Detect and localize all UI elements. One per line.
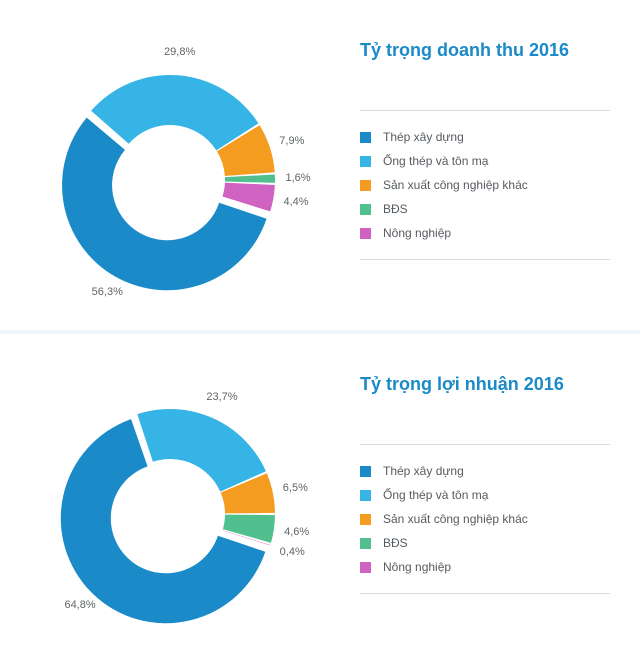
legend-swatch bbox=[360, 132, 371, 143]
legend-swatch bbox=[360, 180, 371, 191]
legend-item: Sản xuất công nghiệp khác bbox=[360, 507, 610, 531]
legend-item: Ống thép và tôn mạ bbox=[360, 483, 610, 507]
slice-label: 4,4% bbox=[283, 196, 308, 208]
donut-slice bbox=[91, 75, 258, 150]
slice-label: 6,5% bbox=[283, 482, 308, 494]
legend-label: Thép xây dựng bbox=[383, 131, 464, 143]
legend: Thép xây dựng Ống thép và tôn mạ Sản xuất … bbox=[360, 444, 610, 594]
legend-item: Ống thép và tôn mạ bbox=[360, 149, 610, 173]
legend-swatch bbox=[360, 562, 371, 573]
donut-chart: 64,8% 23,7% 6,5% 4,6% 0,4% bbox=[0, 334, 340, 664]
chart-info: Tỷ trọng lợi nhuận 2016 Thép xây dựng Ống … bbox=[360, 334, 620, 664]
legend-item: Nông nghiệp bbox=[360, 221, 610, 245]
chart-panel: 56,3% 29,8% 7,9% 1,6% 4,4% Tỷ trọng doanh thu… bbox=[0, 0, 640, 330]
legend-label: BĐS bbox=[383, 203, 408, 215]
legend-label: Ống thép và tôn mạ bbox=[383, 489, 488, 501]
slice-label: 7,9% bbox=[279, 135, 304, 147]
donut-chart: 56,3% 29,8% 7,9% 1,6% 4,4% bbox=[0, 0, 340, 330]
slice-label: 1,6% bbox=[285, 172, 310, 184]
donut-slice bbox=[225, 175, 275, 183]
legend-item: Nông nghiệp bbox=[360, 555, 610, 579]
legend-swatch bbox=[360, 204, 371, 215]
legend-item: BĐS bbox=[360, 531, 610, 555]
chart-title: Tỷ trọng doanh thu 2016 bbox=[360, 40, 569, 61]
legend-label: Nông nghiệp bbox=[383, 561, 451, 573]
slice-label: 4,6% bbox=[284, 526, 309, 538]
legend: Thép xây dựng Ống thép và tôn mạ Sản xuất … bbox=[360, 110, 610, 260]
legend-swatch bbox=[360, 466, 371, 477]
legend-swatch bbox=[360, 490, 371, 501]
legend-label: BĐS bbox=[383, 537, 408, 549]
donut-slice bbox=[137, 409, 266, 492]
legend-swatch bbox=[360, 514, 371, 525]
slice-label: 56,3% bbox=[92, 286, 123, 298]
legend-label: Ống thép và tôn mạ bbox=[383, 155, 488, 167]
chart-info: Tỷ trọng doanh thu 2016 Thép xây dựng Ống … bbox=[360, 0, 620, 330]
legend-label: Sản xuất công nghiệp khác bbox=[383, 179, 528, 191]
chart-title: Tỷ trọng lợi nhuận 2016 bbox=[360, 374, 564, 395]
legend-item: Sản xuất công nghiệp khác bbox=[360, 173, 610, 197]
legend-swatch bbox=[360, 538, 371, 549]
legend-item: Thép xây dựng bbox=[360, 125, 610, 149]
legend-item: BĐS bbox=[360, 197, 610, 221]
legend-swatch bbox=[360, 156, 371, 167]
legend-label: Sản xuất công nghiệp khác bbox=[383, 513, 528, 525]
slice-label: 29,8% bbox=[164, 46, 195, 58]
slice-label: 0,4% bbox=[280, 546, 305, 558]
legend-label: Thép xây dựng bbox=[383, 465, 464, 477]
legend-swatch bbox=[360, 228, 371, 239]
slice-label: 23,7% bbox=[206, 391, 237, 403]
legend-item: Thép xây dựng bbox=[360, 459, 610, 483]
slice-label: 64,8% bbox=[64, 599, 95, 611]
legend-label: Nông nghiệp bbox=[383, 227, 451, 239]
chart-panel: 64,8% 23,7% 6,5% 4,6% 0,4% Tỷ trọng lợi nhuận… bbox=[0, 334, 640, 664]
